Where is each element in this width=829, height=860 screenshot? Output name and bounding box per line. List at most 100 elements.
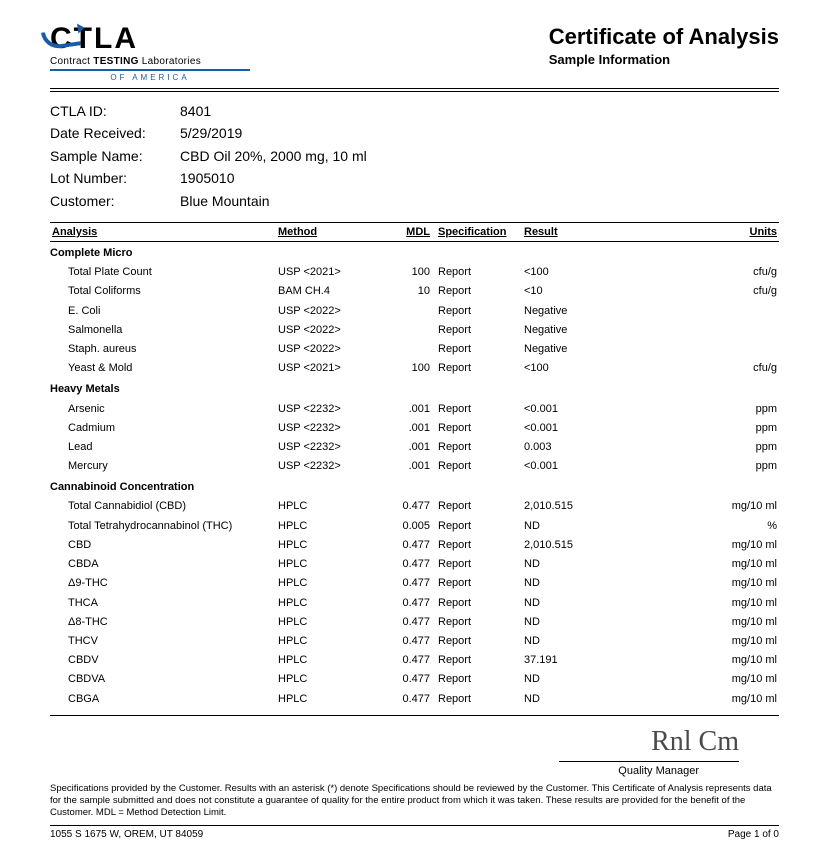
cell-units: mg/10 ml xyxy=(632,555,779,574)
cell-spec: Report xyxy=(432,593,522,612)
cell-analysis: Total Plate Count xyxy=(50,263,276,282)
logo-line2-bold: TESTING xyxy=(93,56,138,67)
cell-result: <10 xyxy=(522,282,632,301)
cell-mdl: 0.477 xyxy=(376,651,432,670)
cell-analysis: Total Tetrahydrocannabinol (THC) xyxy=(50,516,276,535)
cell-units: ppm xyxy=(632,457,779,476)
cell-mdl: 0.477 xyxy=(376,632,432,651)
footer-address: 1055 S 1675 W, OREM, UT 84059 xyxy=(50,829,203,840)
cell-analysis: Yeast & Mold xyxy=(50,359,276,378)
table-row: CBDHPLC0.477Report2,010.515mg/10 ml xyxy=(50,536,779,555)
cell-method: USP <2021> xyxy=(276,263,376,282)
signature-label: Quality Manager xyxy=(50,765,739,777)
table-row: Yeast & MoldUSP <2021>100Report<100cfu/g xyxy=(50,359,779,378)
cell-method: USP <2021> xyxy=(276,359,376,378)
cell-method: USP <2022> xyxy=(276,301,376,320)
cell-result: Negative xyxy=(522,321,632,340)
cell-method: HPLC xyxy=(276,497,376,516)
doc-subtitle: Sample Information xyxy=(549,52,779,67)
table-row: CBDAHPLC0.477ReportNDmg/10 ml xyxy=(50,555,779,574)
cell-result: ND xyxy=(522,516,632,535)
cell-mdl xyxy=(376,340,432,359)
cell-units: mg/10 ml xyxy=(632,497,779,516)
title-block: Certificate of Analysis Sample Informati… xyxy=(549,24,779,67)
cell-units xyxy=(632,321,779,340)
table-row: CadmiumUSP <2232>.001Report<0.001ppm xyxy=(50,419,779,438)
signature-line xyxy=(559,761,739,762)
table-header-row: Analysis Method MDL Specification Result… xyxy=(50,222,779,241)
table-row: Δ8-THCHPLC0.477ReportNDmg/10 ml xyxy=(50,613,779,632)
table-row: Total Plate CountUSP <2021>100Report<100… xyxy=(50,263,779,282)
cell-spec: Report xyxy=(432,555,522,574)
cell-result: 37.191 xyxy=(522,651,632,670)
cell-result: ND xyxy=(522,555,632,574)
cell-mdl: 0.477 xyxy=(376,689,432,708)
cell-units: mg/10 ml xyxy=(632,670,779,689)
th-units: Units xyxy=(632,222,779,241)
cell-result: ND xyxy=(522,632,632,651)
cell-method: HPLC xyxy=(276,593,376,612)
cell-analysis: CBDVA xyxy=(50,670,276,689)
section-row: Complete Micro xyxy=(50,241,779,263)
cell-result: 2,010.515 xyxy=(522,497,632,516)
cell-result: <100 xyxy=(522,359,632,378)
meta-value-customer: Blue Mountain xyxy=(180,190,270,212)
cell-analysis: CBGA xyxy=(50,689,276,708)
cell-method: HPLC xyxy=(276,670,376,689)
cell-result: <0.001 xyxy=(522,419,632,438)
cell-spec: Report xyxy=(432,419,522,438)
doc-title: Certificate of Analysis xyxy=(549,24,779,50)
cell-mdl: .001 xyxy=(376,399,432,418)
cell-mdl: 0.477 xyxy=(376,593,432,612)
footer: 1055 S 1675 W, OREM, UT 84059 Page 1 of … xyxy=(50,829,779,840)
cell-spec: Report xyxy=(432,613,522,632)
signature-block: Rnl Cm Quality Manager xyxy=(50,732,779,778)
table-row: Δ9-THCHPLC0.477ReportNDmg/10 ml xyxy=(50,574,779,593)
meta-value-date: 5/29/2019 xyxy=(180,122,242,144)
cell-spec: Report xyxy=(432,321,522,340)
cell-analysis: Δ9-THC xyxy=(50,574,276,593)
table-row: Total ColiformsBAM CH.410Report<10cfu/g xyxy=(50,282,779,301)
cell-units: ppm xyxy=(632,399,779,418)
table-row: THCVHPLC0.477ReportNDmg/10 ml xyxy=(50,632,779,651)
cell-method: HPLC xyxy=(276,536,376,555)
cell-units: cfu/g xyxy=(632,282,779,301)
th-analysis: Analysis xyxy=(50,222,276,241)
cell-result: ND xyxy=(522,670,632,689)
cell-analysis: THCA xyxy=(50,593,276,612)
table-row: SalmonellaUSP <2022>ReportNegative xyxy=(50,321,779,340)
cell-mdl xyxy=(376,321,432,340)
cell-analysis: CBDV xyxy=(50,651,276,670)
cell-spec: Report xyxy=(432,516,522,535)
cell-units: mg/10 ml xyxy=(632,536,779,555)
logo-subline: OF AMERICA xyxy=(50,73,250,82)
logo-midline: Contract TESTING Laboratories xyxy=(50,56,250,71)
cell-spec: Report xyxy=(432,399,522,418)
meta-value-lot: 1905010 xyxy=(180,167,235,189)
cell-method: HPLC xyxy=(276,651,376,670)
cell-mdl: 100 xyxy=(376,359,432,378)
cell-result: ND xyxy=(522,689,632,708)
cell-analysis: Salmonella xyxy=(50,321,276,340)
cell-result: ND xyxy=(522,613,632,632)
cell-spec: Report xyxy=(432,574,522,593)
cell-result: Negative xyxy=(522,301,632,320)
cell-units: % xyxy=(632,516,779,535)
section-title: Cannabinoid Concentration xyxy=(50,476,779,497)
cell-spec: Report xyxy=(432,301,522,320)
cell-analysis: E. Coli xyxy=(50,301,276,320)
cell-method: HPLC xyxy=(276,632,376,651)
cell-method: USP <2232> xyxy=(276,438,376,457)
header: CTLA Contract TESTING Laboratories OF AM… xyxy=(50,24,779,82)
cell-result: Negative xyxy=(522,340,632,359)
logo-line2-post: Laboratories xyxy=(139,56,201,67)
cell-method: HPLC xyxy=(276,574,376,593)
cell-mdl: .001 xyxy=(376,419,432,438)
cell-units: mg/10 ml xyxy=(632,593,779,612)
section-row: Heavy Metals xyxy=(50,378,779,399)
cell-method: BAM CH.4 xyxy=(276,282,376,301)
section-title: Complete Micro xyxy=(50,241,779,263)
table-row: THCAHPLC0.477ReportNDmg/10 ml xyxy=(50,593,779,612)
cell-mdl: 0.477 xyxy=(376,536,432,555)
table-row: ArsenicUSP <2232>.001Report<0.001ppm xyxy=(50,399,779,418)
